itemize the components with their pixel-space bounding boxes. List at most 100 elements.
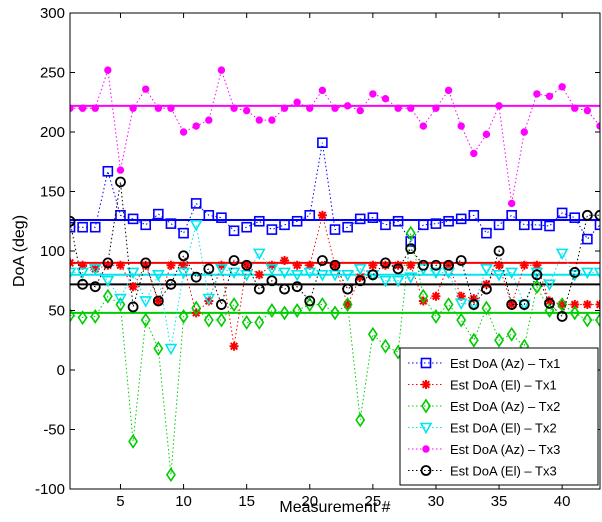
data-point <box>102 165 114 177</box>
data-point <box>114 293 127 306</box>
data-point <box>292 303 303 318</box>
data-point <box>216 312 227 328</box>
series-layer <box>70 66 600 483</box>
data-point <box>380 260 390 270</box>
data-point <box>179 260 189 270</box>
data-point <box>140 257 152 269</box>
mean-lines <box>70 104 600 314</box>
data-point <box>369 90 377 98</box>
x-tick-label: 15 <box>238 493 255 510</box>
data-point <box>203 263 215 275</box>
data-point <box>305 260 315 270</box>
data-point <box>532 260 542 270</box>
data-point <box>596 122 600 130</box>
data-point <box>595 300 600 310</box>
data-point <box>129 104 137 112</box>
legend-box <box>399 347 599 486</box>
data-point <box>455 255 467 266</box>
data-point <box>544 220 555 232</box>
data-point <box>569 267 581 278</box>
data-point <box>569 212 581 223</box>
data-point <box>240 269 254 282</box>
data-point <box>78 104 87 112</box>
data-point <box>404 272 418 284</box>
legend: Est DoA (Az) – Tx1 Est DoA (El) – Tx1 Est … <box>399 347 599 486</box>
y-tick-label: 0 <box>57 362 65 379</box>
data-point <box>77 310 88 326</box>
data-point <box>215 264 228 276</box>
series-group <box>70 220 600 356</box>
data-point <box>443 215 454 227</box>
series-group <box>70 210 600 351</box>
data-point <box>190 271 202 283</box>
data-point <box>368 260 378 270</box>
data-point <box>102 288 113 304</box>
data-point <box>342 283 354 295</box>
data-point <box>253 283 265 295</box>
data-point <box>533 90 541 98</box>
data-point <box>265 264 279 276</box>
data-point <box>241 314 252 330</box>
data-point <box>126 267 140 280</box>
data-point <box>583 106 592 115</box>
data-point <box>406 260 416 270</box>
data-point <box>493 245 505 257</box>
data-point <box>330 260 340 270</box>
data-point <box>154 104 163 112</box>
data-point <box>482 130 491 139</box>
data-point <box>252 248 266 261</box>
data-point <box>89 221 101 233</box>
data-point <box>394 104 402 112</box>
data-point <box>268 116 276 124</box>
legend-label: Est DoA (El) – Tx2 <box>450 421 557 436</box>
data-point <box>481 300 492 316</box>
data-point <box>407 104 415 112</box>
y-tick-label: 300 <box>40 5 65 22</box>
data-point <box>204 296 214 306</box>
data-point <box>91 104 99 112</box>
data-point <box>392 263 404 275</box>
data-point <box>203 312 214 328</box>
data-point <box>506 326 517 342</box>
series-line <box>70 142 600 243</box>
legend-marker <box>422 445 430 453</box>
data-point <box>506 299 518 310</box>
legend-marker <box>419 422 433 435</box>
data-point <box>104 66 112 74</box>
data-point <box>354 275 366 287</box>
data-point <box>191 300 202 316</box>
data-point <box>140 312 151 328</box>
data-point <box>432 104 440 112</box>
data-point <box>330 305 340 321</box>
data-point <box>115 176 126 188</box>
data-point <box>545 296 555 306</box>
data-point <box>127 301 139 313</box>
data-point <box>495 102 503 110</box>
data-point <box>557 297 568 312</box>
data-point <box>179 128 188 136</box>
data-point <box>418 288 429 304</box>
data-point <box>593 267 600 280</box>
data-point <box>90 309 101 324</box>
data-point <box>456 291 466 301</box>
data-point <box>167 104 175 112</box>
data-point <box>544 303 555 318</box>
data-point <box>141 260 151 270</box>
data-point <box>89 281 101 293</box>
data-point <box>101 275 115 288</box>
data-point <box>454 298 468 311</box>
data-point <box>571 104 579 112</box>
data-point <box>279 283 290 295</box>
y-tick-label: -50 <box>43 422 65 439</box>
x-tick-label: 10 <box>175 493 192 510</box>
data-point <box>304 210 316 221</box>
data-point <box>70 267 77 280</box>
data-point <box>469 294 479 304</box>
data-point <box>165 467 176 483</box>
data-point <box>128 282 138 292</box>
data-point <box>279 219 290 231</box>
data-point <box>418 219 429 231</box>
data-point <box>228 225 240 237</box>
x-tick-label: 35 <box>491 493 508 510</box>
data-point <box>494 332 505 348</box>
